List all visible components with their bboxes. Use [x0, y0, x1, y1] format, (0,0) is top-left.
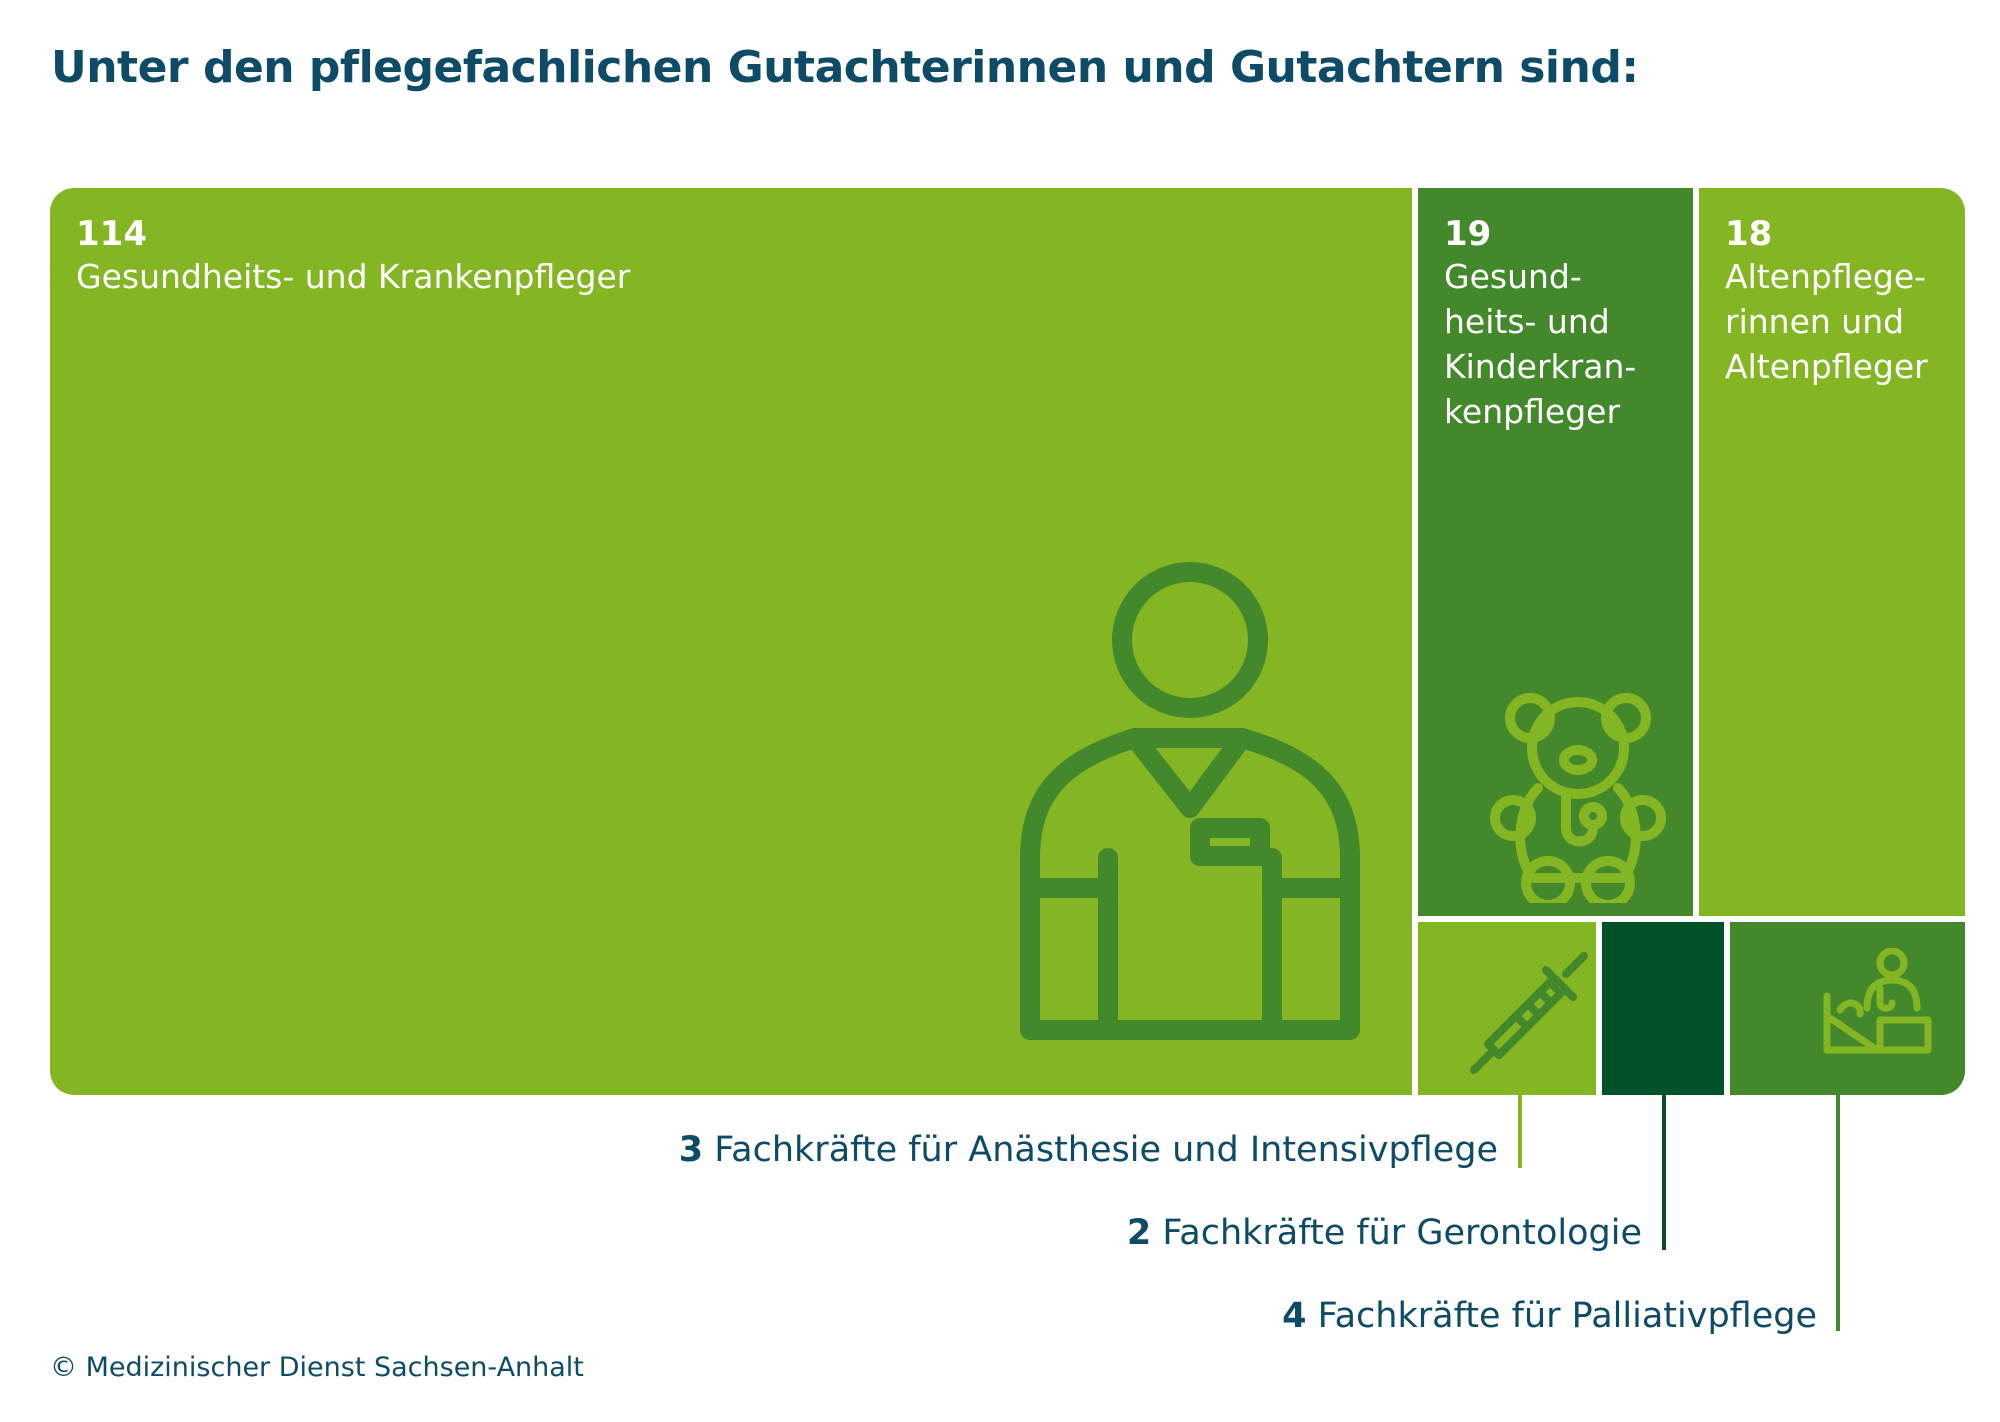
cell-label: Gesundheits- und Krankenpfleger — [76, 257, 631, 296]
cell-label: Altenpflege- rinnen und Altenpfleger — [1725, 257, 1928, 386]
treemap-cell-palliativpflege — [1730, 922, 1965, 1095]
copyright-notice: © Medizinischer Dienst Sachsen-Anhalt — [50, 1352, 584, 1383]
palliative-care-icon — [1823, 948, 1932, 1054]
callout-value: 2 — [1126, 1213, 1152, 1253]
callout-gerontologie: 2 Fachkräfte für Gerontologie — [1127, 1213, 1642, 1253]
treemap-cell-kinderkrankenpfleger: 19 Gesund- heits- und Kinderkran- kenpfl… — [1418, 188, 1693, 916]
treemap-cell-altenpfleger: 18 Altenpflege- rinnen und Altenpfleger — [1699, 188, 1965, 916]
teddy-bear-stethoscope-icon — [1490, 693, 1666, 903]
callout-label: Fachkräfte für Gerontologie — [1162, 1213, 1642, 1253]
treemap-cell-krankenpfleger: 114 Gesundheits- und Krankenpfleger — [50, 188, 1412, 1095]
callout-value: 3 — [678, 1130, 704, 1170]
cell-label: Gesund- heits- und Kinderkran- kenpflege… — [1444, 257, 1637, 431]
cell-value: 114 — [76, 214, 147, 254]
leader-line-palliativpflege — [1836, 1095, 1840, 1331]
leader-line-anaesthesie — [1518, 1095, 1522, 1168]
treemap-cell-anaesthesie — [1418, 922, 1596, 1095]
cell-value: 19 — [1444, 214, 1492, 254]
treemap-cell-gerontologie — [1602, 922, 1724, 1095]
leader-line-gerontologie — [1662, 1095, 1666, 1250]
syringe-icon — [1470, 952, 1588, 1074]
nurse-icon — [1020, 562, 1360, 1040]
cell-value: 18 — [1725, 214, 1773, 254]
callout-label: Fachkräfte für Palliativpflege — [1317, 1296, 1817, 1336]
callout-anaesthesie: 3 Fachkräfte für Anästhesie und Intensiv… — [679, 1130, 1498, 1170]
chart-title: Unter den pflegefachlichen Gutachterinne… — [51, 42, 1639, 93]
callout-value: 4 — [1282, 1296, 1307, 1336]
callout-palliativpflege: 4 Fachkräfte für Palliativpflege — [1282, 1296, 1817, 1336]
callout-label: Fachkräfte für Anästhesie und Intensivpf… — [714, 1130, 1498, 1170]
